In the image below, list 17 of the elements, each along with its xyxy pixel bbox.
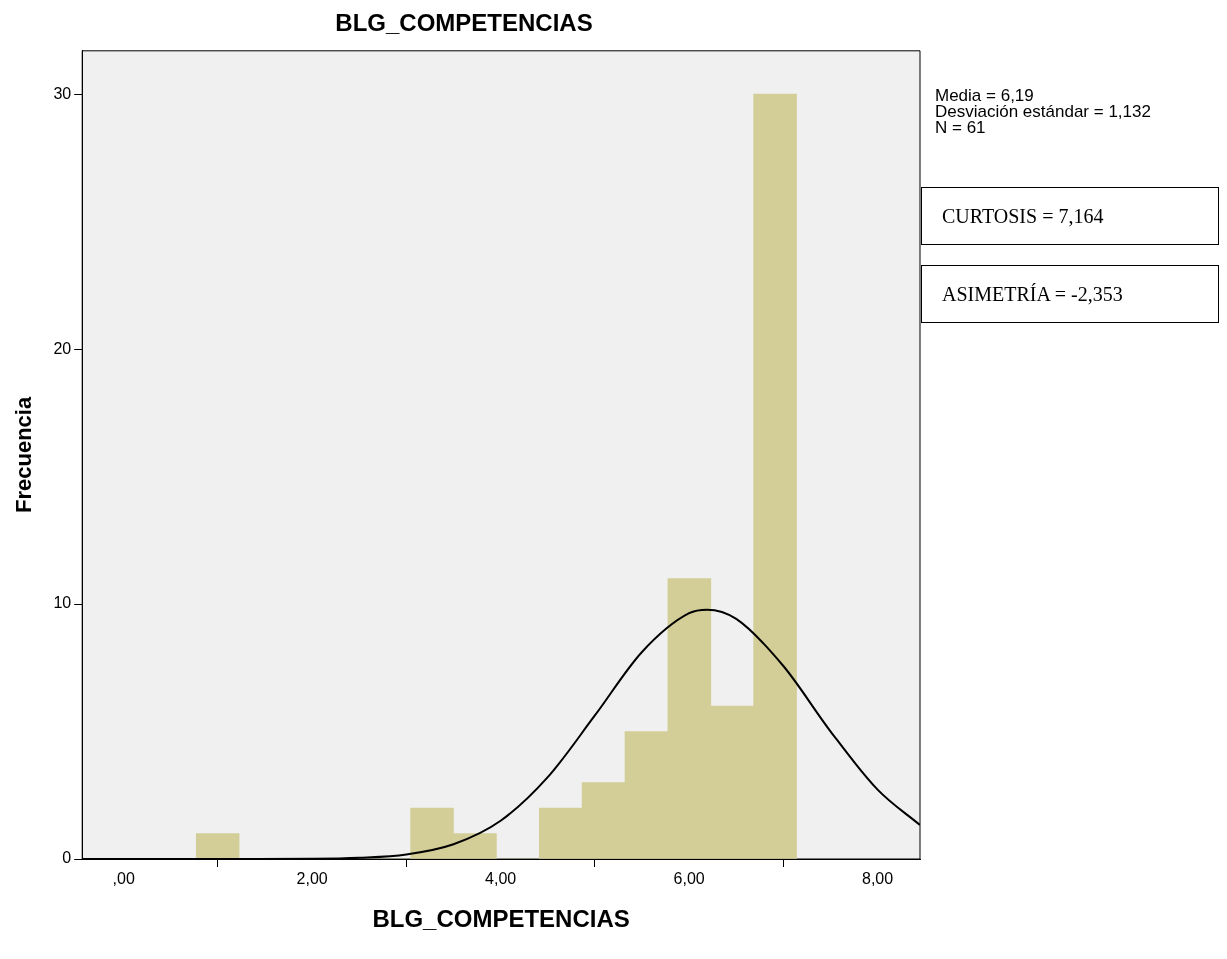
y-tick-label: 30 <box>53 84 72 102</box>
text: N = 61 <box>935 118 987 137</box>
x-tick-label: 8,00 <box>862 870 894 888</box>
y-axis-title: Frecuencia <box>11 396 37 513</box>
y-tick-label: 20 <box>53 339 72 357</box>
x-tick-label: ,00 <box>112 870 135 888</box>
text: ASIMETRÍA = -2,353 <box>921 265 1219 323</box>
y-tick-label: 0 <box>62 849 72 867</box>
y-tick-label: 10 <box>53 594 72 612</box>
chart-title: BLG_COMPETENCIAS <box>335 9 593 37</box>
x-tick-label: 2,00 <box>296 870 328 888</box>
text: Desviación estándar = 1,132 <box>935 102 1151 121</box>
x-tick-label: 4,00 <box>485 870 517 888</box>
x-tick-label: 6,00 <box>673 870 705 888</box>
text: Media = 6,19 <box>935 86 1035 105</box>
x-axis-title: BLG_COMPETENCIAS <box>372 905 630 933</box>
text: CURTOSIS = 7,164 <box>921 187 1219 245</box>
